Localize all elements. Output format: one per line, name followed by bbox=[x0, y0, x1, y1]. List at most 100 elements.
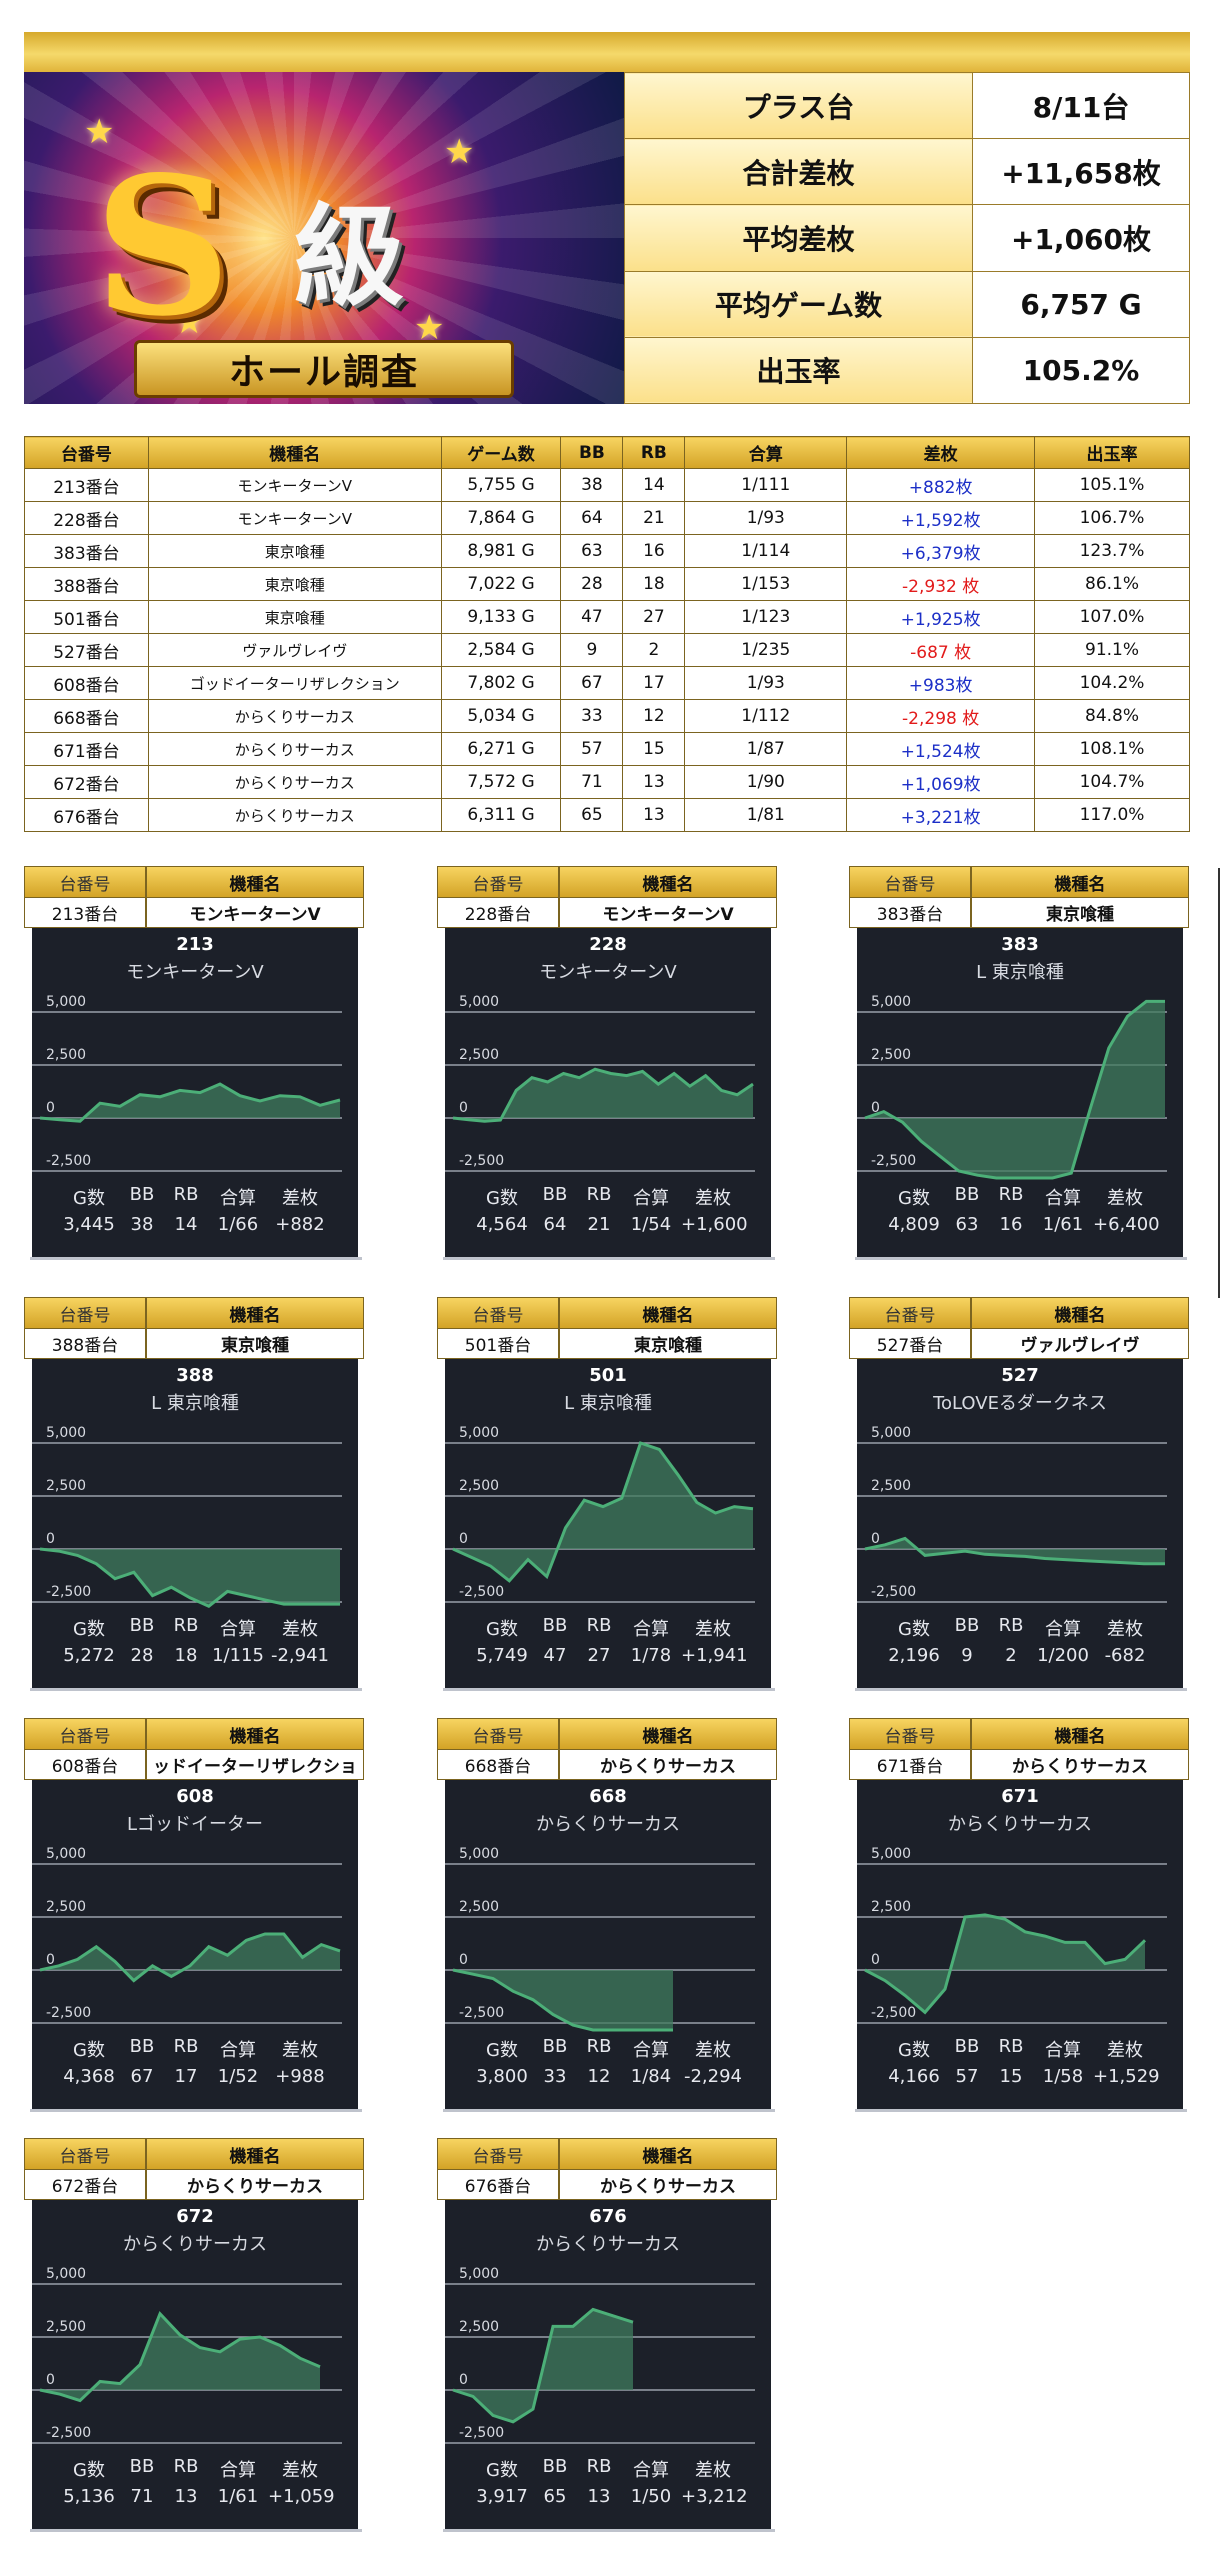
table-row: 676番台 からくりサーカス 6,311 G 65 13 1/81 +3,221枚 117.0… bbox=[24, 798, 1190, 832]
stat-value: 27 bbox=[587, 1645, 611, 1666]
y-tick-label: 2,500 bbox=[46, 2319, 86, 2335]
detail-cell-rb: 14 bbox=[622, 468, 686, 502]
stat-value: 3,445 bbox=[63, 1214, 115, 1235]
slump-line bbox=[39, 1932, 341, 1983]
y-tick-label: 5,000 bbox=[459, 994, 499, 1010]
slump-graph: 5,000 2,500 0 -2,500 bbox=[857, 1425, 1167, 1603]
detail-cell-diff: +3,221枚 bbox=[846, 798, 1036, 832]
machine-card: 台番号 機種名 388番台 東京喰種 5,000 2,500 0 -2,500 388 L 東京喰… bbox=[24, 1297, 364, 1694]
graph-machine-title: ToLOVEるダークネス bbox=[933, 1393, 1107, 1414]
detail-cell-games: 7,802 G bbox=[440, 666, 562, 700]
detail-cell-rb: 18 bbox=[622, 567, 686, 601]
detail-cell-rate: 104.7% bbox=[1034, 765, 1190, 799]
card-machine-name: モンキーターンV bbox=[559, 898, 777, 928]
summary-table: プラス台 8/11台 合計差枚 +11,658枚 平均差枚 +1,060枚 平均ゲーム数 6,… bbox=[624, 71, 1190, 405]
y-tick-label: 0 bbox=[459, 2372, 468, 2388]
graph-machine-title: L 東京喰種 bbox=[151, 1393, 239, 1414]
detail-cell-diff: +1,069枚 bbox=[846, 765, 1036, 799]
detail-cell-rate: 106.7% bbox=[1034, 501, 1190, 535]
y-tick-label: -2,500 bbox=[46, 1584, 91, 1600]
y-tick-label: 2,500 bbox=[459, 1899, 499, 1915]
y-tick-label: 0 bbox=[459, 1100, 468, 1116]
detail-cell-no: 383番台 bbox=[24, 534, 149, 568]
stat-label: 合算 bbox=[633, 2460, 669, 2481]
graph-machine-number: 676 bbox=[589, 2206, 627, 2227]
graph-machine-number: 213 bbox=[176, 934, 214, 955]
stat-label: 差枚 bbox=[1107, 1619, 1143, 1640]
y-tick-label: 0 bbox=[46, 1952, 55, 1968]
stat-value: 57 bbox=[955, 2066, 979, 2087]
y-tick-label: 5,000 bbox=[871, 994, 911, 1010]
table-row: 383番台 東京喰種 8,981 G 63 16 1/114 +6,379枚 123.7% bbox=[24, 534, 1190, 568]
graph-machine-number: 228 bbox=[589, 934, 627, 955]
card-bottom-edge bbox=[855, 2109, 1187, 2112]
table-row: 213番台 モンキーターンV 5,755 G 38 14 1/111 +882枚 105.1% bbox=[24, 468, 1190, 502]
stat-label: RB bbox=[586, 2456, 612, 2477]
y-tick-label: -2,500 bbox=[459, 2005, 504, 2021]
slump-graph: 5,000 2,500 0 -2,500 bbox=[857, 1846, 1167, 2024]
slump-line bbox=[452, 1067, 754, 1123]
stat-value: 4,368 bbox=[63, 2066, 115, 2087]
y-tick-label: 2,500 bbox=[871, 1478, 911, 1494]
detail-header-cell: 機種名 bbox=[147, 436, 442, 469]
y-tick-label: 0 bbox=[871, 1952, 880, 1968]
card-machine-name: ヴァルヴレイヴ bbox=[971, 1329, 1189, 1359]
detail-cell-rate: 108.1% bbox=[1034, 732, 1190, 766]
detail-cell-rb: 13 bbox=[622, 798, 686, 832]
card-header-name: 機種名 bbox=[971, 866, 1189, 898]
stat-value: 1/54 bbox=[630, 1214, 672, 1235]
detail-cell-name: からくりサーカス bbox=[147, 732, 442, 766]
y-tick-label: 2,500 bbox=[459, 1047, 499, 1063]
graph-machine-title: からくりサーカス bbox=[536, 1814, 680, 1835]
detail-cell-bb: 64 bbox=[560, 501, 624, 535]
stat-value: 28 bbox=[130, 1645, 154, 1666]
table-row: 668番台 からくりサーカス 5,034 G 33 12 1/112 -2,298 枚 84.… bbox=[24, 699, 1190, 733]
y-tick-label: 0 bbox=[46, 1531, 55, 1547]
stat-value: 5,272 bbox=[63, 1645, 115, 1666]
detail-cell-no: 676番台 bbox=[24, 798, 149, 832]
y-tick-label: 5,000 bbox=[46, 1846, 86, 1862]
graph-machine-number: 501 bbox=[589, 1365, 627, 1386]
stat-label: RB bbox=[586, 2036, 612, 2057]
card-machine-no: 228番台 bbox=[437, 898, 559, 928]
stat-value: -2,941 bbox=[270, 1645, 330, 1666]
detail-cell-name: 東京喰種 bbox=[147, 600, 442, 634]
card-header-name: 機種名 bbox=[559, 866, 777, 898]
machine-detail-table: 台番号 機種名 ゲーム数 BB RB 合算 差枚 出玉率 213番台 モンキーターンV 5,755… bbox=[24, 436, 1190, 832]
graph-machine-number: 527 bbox=[1001, 1365, 1039, 1386]
detail-cell-no: 213番台 bbox=[24, 468, 149, 502]
y-tick-label: 5,000 bbox=[459, 1846, 499, 1862]
detail-cell-no: 608番台 bbox=[24, 666, 149, 700]
stat-value: 1/50 bbox=[630, 2486, 672, 2507]
detail-cell-no: 527番台 bbox=[24, 633, 149, 667]
card-bottom-edge bbox=[30, 1688, 362, 1691]
stat-label: RB bbox=[173, 2456, 199, 2477]
machine-card: 台番号 機種名 672番台 からくりサーカス 5,000 2,500 0 -2,500 672 か… bbox=[24, 2138, 364, 2535]
y-tick-label: 0 bbox=[46, 2372, 55, 2388]
stat-label: 差枚 bbox=[282, 1619, 318, 1640]
y-tick-label: -2,500 bbox=[459, 1153, 504, 1169]
logo-kyu-letter: 級 bbox=[294, 192, 404, 321]
slump-line bbox=[864, 999, 1165, 1180]
stat-label: BB bbox=[129, 1184, 155, 1205]
stat-value: 1/200 bbox=[1037, 1645, 1089, 1666]
detail-cell-games: 5,034 G bbox=[440, 699, 562, 733]
card-machine-name: モンキーターンV bbox=[146, 898, 364, 928]
stat-label: 合算 bbox=[1045, 1619, 1081, 1640]
card-bottom-edge bbox=[855, 1257, 1187, 1260]
card-machine-no: 676番台 bbox=[437, 2170, 559, 2200]
stat-value: 17 bbox=[174, 2066, 198, 2087]
summary-row: 出玉率 105.2% bbox=[624, 336, 1190, 405]
y-tick-label: 5,000 bbox=[459, 2266, 499, 2282]
slump-graph-panel: 5,000 2,500 0 -2,500 388 L 東京喰種 G数 BB RB 合算 差枚 5,27… bbox=[32, 1359, 358, 1688]
card-bottom-edge bbox=[443, 1688, 775, 1691]
stat-label: 差枚 bbox=[695, 2040, 731, 2061]
graph-stats: G数 BB RB 合算 差枚 3,917 65 13 1/50 +3,212 bbox=[445, 2456, 771, 2507]
detail-cell-diff: -2,932 枚 bbox=[846, 567, 1036, 601]
detail-header-cell: RB bbox=[622, 436, 686, 469]
card-bottom-edge bbox=[30, 2529, 362, 2532]
slump-graph-panel: 5,000 2,500 0 -2,500 608 Lゴッドイーター G数 BB RB 合算 差枚 4,… bbox=[32, 1780, 358, 2109]
stat-value: 1/61 bbox=[1042, 1214, 1084, 1235]
detail-cell-rate: 123.7% bbox=[1034, 534, 1190, 568]
graph-machine-number: 671 bbox=[1001, 1786, 1039, 1807]
